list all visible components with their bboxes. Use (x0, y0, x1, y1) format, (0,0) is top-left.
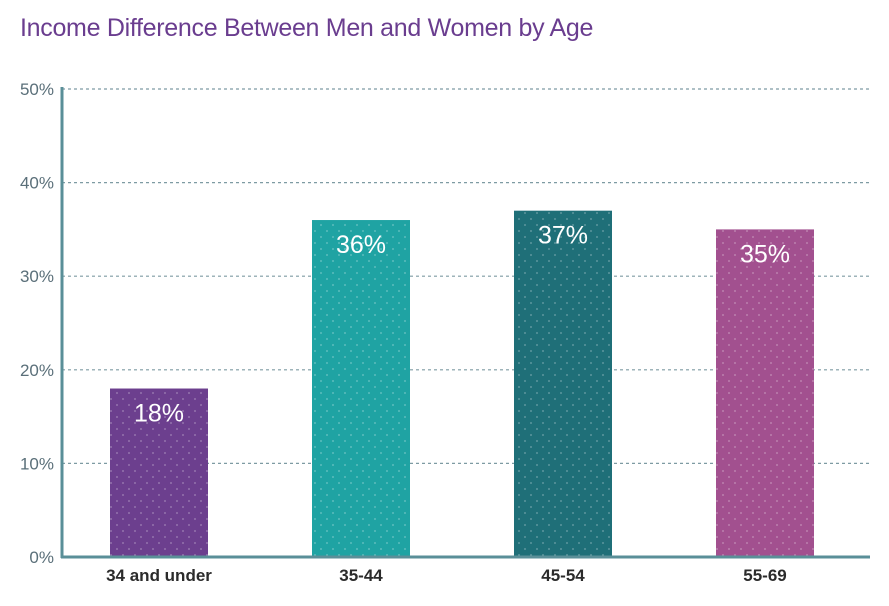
bar-texture (312, 220, 410, 558)
x-tick-label: 34 and under (106, 566, 212, 585)
data-label: 18% (134, 400, 184, 428)
axes (60, 87, 870, 559)
bar-texture (514, 210, 612, 557)
y-tick-label: 30% (20, 267, 54, 286)
labels: 0% 10% 20% 30% 40% 50% 18% 34 and under 36% 35-44… (20, 80, 790, 585)
bar-texture (110, 388, 208, 557)
data-label: 36% (336, 231, 386, 259)
x-tick-label: 55-69 (743, 566, 786, 585)
bars (110, 210, 814, 558)
y-tick-label: 10% (20, 454, 54, 473)
data-label: 35% (740, 240, 790, 268)
x-tick-label: 45-54 (541, 566, 585, 585)
chart-title: Income Difference Between Men and Women … (20, 14, 594, 42)
y-tick-label: 40% (20, 174, 54, 193)
x-tick-label: 35-44 (339, 566, 383, 585)
y-tick-label: 50% (20, 80, 54, 99)
y-tick-label: 20% (20, 361, 54, 380)
y-tick-label: 0% (29, 548, 54, 567)
bar-texture (716, 229, 814, 557)
data-label: 37% (538, 222, 588, 250)
